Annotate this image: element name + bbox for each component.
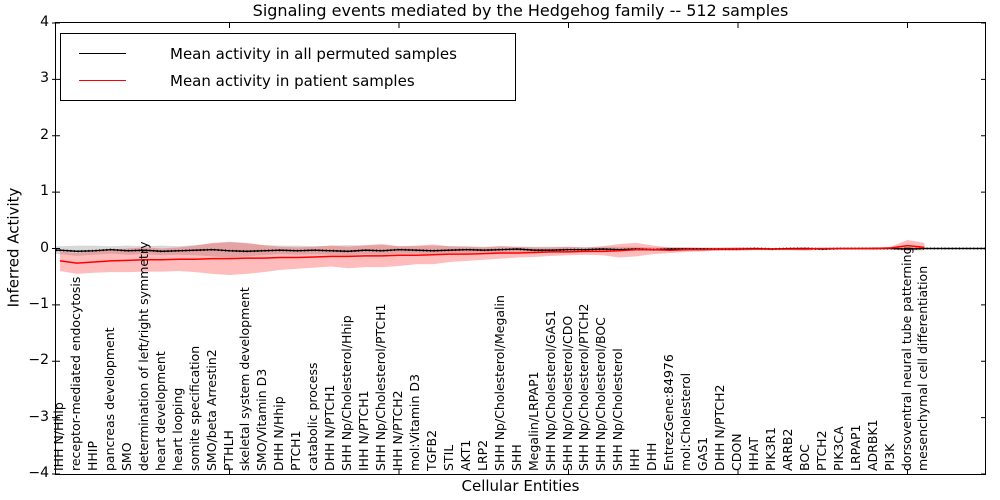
x-tick-label: skeletal system development [237,287,253,471]
x-tick-label: HHIP [84,440,100,471]
plot-area: Mean activity in all permuted samples Me… [52,22,986,475]
x-tick-label: mol:Cholesterol [678,372,694,471]
x-tick-label: BOC [796,444,812,471]
x-tick-label: LRP2 [474,439,490,471]
x-tick-label: IHH N/PTCH2 [390,390,405,471]
x-axis-label: Cellular Entities [461,477,580,495]
x-tick-label: SHH [508,444,524,471]
y-tick-label: −4 [28,465,49,481]
legend-line-black-icon [79,53,126,54]
y-tick-label: 3 [40,70,49,87]
x-tick-label: DHH N/Hhip [271,396,287,471]
chart-title: Signaling events mediated by the Hedgeho… [252,1,789,20]
x-tick-label: STIL [440,444,456,471]
x-tick-label: SMO/Vitamin D3 [254,368,270,471]
x-tick-label: mesenchymal cell differentiation [915,265,931,471]
x-tick-label: IHH N/PTCH1 [356,390,372,471]
legend-label: Mean activity in patient samples [170,71,415,90]
x-tick-label: ADRBK1 [864,419,880,471]
x-tick-label: SHH Np/Cholesterol/GAS1 [542,309,558,471]
x-tick-label: SHH Np/Cholesterol/PTCH1 [373,303,389,472]
y-tick-label: 4 [40,14,49,30]
x-tick-label: CDON [729,433,744,471]
x-tick-label: GAS1 [695,436,711,471]
legend-line-red-icon [79,80,126,81]
legend-label: Mean activity in all permuted samples [170,44,457,63]
x-tick-label: mol:Vitamin D3 [406,374,422,471]
y-tick-label: 0 [40,239,49,256]
x-tick-label: LRPAP1 [847,424,863,471]
x-tick-label: ARRB2 [779,428,795,471]
x-tick-label: IHH [627,448,643,472]
x-tick-label: somite specification [186,345,202,471]
y-tick-label: −1 [28,295,49,312]
x-tick-label: receptor-mediated endocytosis [67,276,83,471]
x-tick-label: PIK3R1 [762,426,778,471]
x-tick-label: PI3K [881,443,897,471]
legend-item-permuted: Mean activity in all permuted samples [79,40,515,67]
x-tick-label: SMO/beta Arrestin2 [203,349,219,471]
x-tick-label: SMO [118,442,134,471]
x-tick-label: PTCH1 [288,430,304,471]
x-tick-label: SHH Np/Cholesterol/Hhip [339,315,355,471]
x-tick-label: EntrezGene:84976 [661,354,677,471]
chart-canvas [52,22,985,475]
x-tick-label: SHH Np/Cholesterol/CDO [559,315,575,471]
x-tick-label: SHH Np/Cholesterol/PTCH2 [576,303,592,472]
x-tick-label: SHH Np/Cholesterol/Megalin [491,295,507,471]
y-tick-label: −2 [28,352,49,369]
legend: Mean activity in all permuted samples Me… [60,33,516,101]
x-tick-label: SHH Np/Cholesterol [610,348,626,471]
y-tick-label: −3 [28,408,49,425]
x-tick-label: heart development [152,351,168,471]
x-tick-label: pancreas development [101,327,117,471]
x-tick-label: IHH N/Hhip [51,402,66,471]
x-tick-label: DHH [644,442,660,471]
x-tick-label: PIK3CA [830,426,846,471]
x-tick-label: PTHLH [220,430,236,471]
y-tick-label: 1 [40,183,49,200]
x-tick-label: dorsoventral neural tube patterning [898,246,914,472]
x-tick-label: heart looping [169,387,185,471]
y-tick-label: 2 [40,126,49,143]
x-tick-label: DHH N/PTCH2 [712,384,728,471]
x-tick-label: determination of left/right symmetry [135,241,151,472]
legend-item-patient: Mean activity in patient samples [79,67,515,94]
x-tick-label: Megalin/LRPAP1 [525,371,541,471]
x-tick-label: AKT1 [457,439,473,471]
x-tick-label: SHH Np/Cholesterol/BOC [593,317,609,471]
x-tick-label: TGFB2 [423,429,439,471]
x-tick-label: HHAT [745,436,761,471]
x-tick-label: catabolic process [305,362,321,471]
x-tick-label: PTCH2 [813,430,829,471]
x-tick-label: DHH N/PTCH1 [322,384,338,471]
